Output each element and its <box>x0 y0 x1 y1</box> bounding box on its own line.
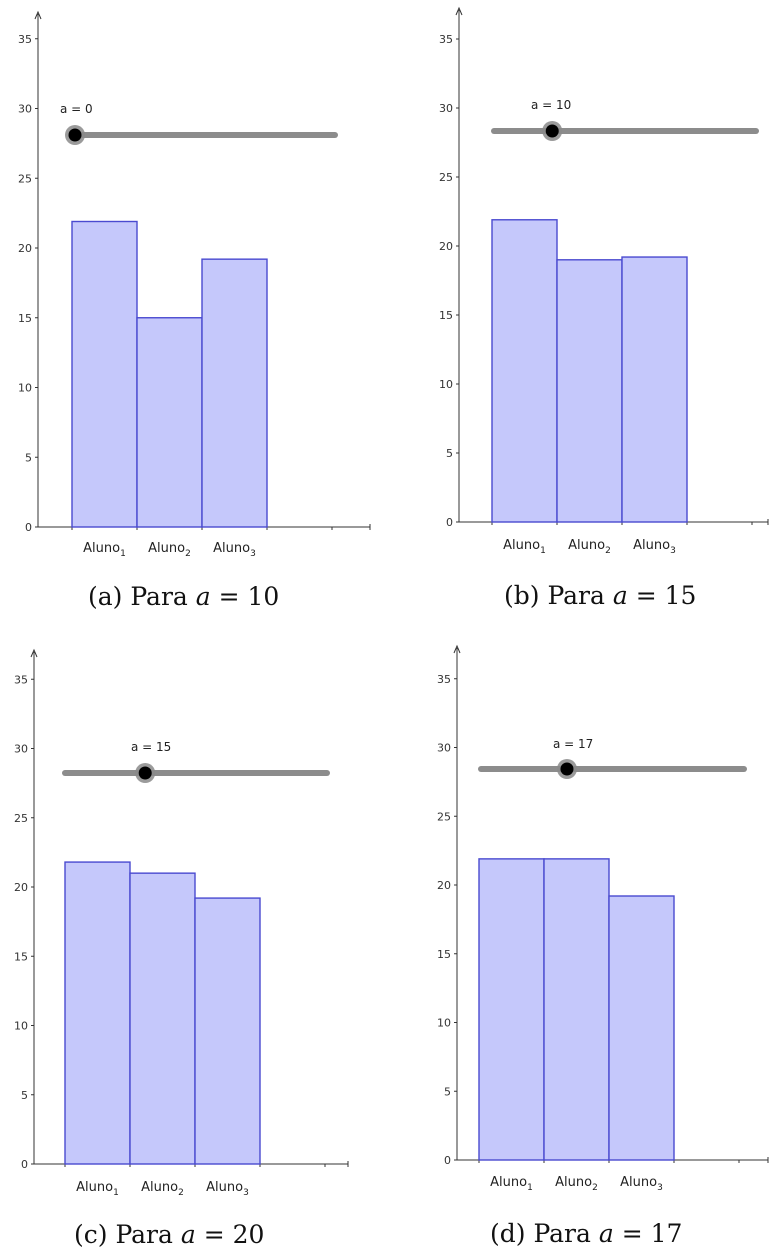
bar <box>136 317 203 528</box>
x-category-label: Aluno2 <box>141 1180 184 1198</box>
y-tick-label: 0 <box>446 516 453 529</box>
x-category-label: Aluno3 <box>620 1175 663 1193</box>
bar <box>608 895 675 1161</box>
slider-label: a = 10 <box>531 98 571 112</box>
bar <box>543 858 610 1161</box>
slider-knob <box>138 766 152 780</box>
slider-label: a = 0 <box>60 102 93 116</box>
y-tick-label: 20 <box>14 881 28 894</box>
chart-panel-2: 0 5 10 15 20 25 30 35 Aluno1 Aluno2 Aluno3 a = 15 (c… <box>14 648 349 1249</box>
figure-caption: (c) Para a = 20 <box>74 1220 264 1249</box>
bar <box>194 897 261 1165</box>
x-category-label: Aluno1 <box>503 538 546 556</box>
x-category-label: Aluno2 <box>555 1175 598 1193</box>
chart-panel-1: 0 5 10 15 20 25 30 35 Aluno1 Aluno2 Aluno3 a = 10 (b… <box>439 6 769 610</box>
x-category-label: Aluno3 <box>633 538 676 556</box>
y-tick-label: 0 <box>444 1154 451 1167</box>
y-tick-label: 35 <box>18 33 32 46</box>
x-category-label: Aluno1 <box>76 1180 119 1198</box>
figure-caption: (a) Para a = 10 <box>88 582 279 611</box>
y-tick-label: 20 <box>437 879 451 892</box>
y-tick-label: 15 <box>439 309 453 322</box>
y-tick-label: 15 <box>437 948 451 961</box>
y-tick-label: 10 <box>18 382 32 395</box>
y-tick-label: 35 <box>437 673 451 686</box>
y-tick-label: 30 <box>439 102 453 115</box>
bar <box>478 858 545 1161</box>
y-tick-label: 25 <box>18 172 32 185</box>
slider-label: a = 15 <box>131 740 171 754</box>
x-category-label: Aluno3 <box>206 1180 249 1198</box>
y-axis-arrow <box>455 6 463 16</box>
y-tick-label: 10 <box>437 1017 451 1030</box>
y-tick-label: 30 <box>437 742 451 755</box>
y-tick-label: 15 <box>14 950 28 963</box>
y-tick-label: 35 <box>14 673 28 686</box>
y-tick-label: 30 <box>18 103 32 116</box>
y-tick-label: 10 <box>439 378 453 391</box>
y-tick-label: 5 <box>25 451 32 464</box>
y-tick-label: 30 <box>14 743 28 756</box>
chart-panel-0: 0 5 10 15 20 25 30 35 Aluno1 Aluno2 Aluno3 a = 0 (a)… <box>18 10 371 611</box>
y-tick-label: 25 <box>439 171 453 184</box>
bar <box>556 259 623 523</box>
y-tick-label: 25 <box>14 812 28 825</box>
bar <box>491 219 558 523</box>
y-tick-label: 5 <box>444 1085 451 1098</box>
y-tick-label: 25 <box>437 810 451 823</box>
x-category-label: Aluno2 <box>148 541 191 559</box>
bar <box>129 872 196 1165</box>
x-category-label: Aluno1 <box>83 541 126 559</box>
y-axis-arrow <box>30 648 38 658</box>
bar <box>621 256 688 523</box>
x-category-label: Aluno2 <box>568 538 611 556</box>
y-tick-label: 20 <box>439 240 453 253</box>
y-axis-arrow <box>453 644 461 654</box>
slider-label: a = 17 <box>553 737 593 751</box>
bar <box>71 220 138 528</box>
figure-caption: (b) Para a = 15 <box>504 581 696 610</box>
slider-knob <box>560 762 574 776</box>
x-category-label: Aluno1 <box>490 1175 533 1193</box>
y-tick-label: 0 <box>25 521 32 534</box>
slider-knob <box>68 128 82 142</box>
bar <box>201 258 268 528</box>
y-tick-label: 10 <box>14 1020 28 1033</box>
y-tick-label: 0 <box>21 1158 28 1171</box>
y-tick-label: 15 <box>18 312 32 325</box>
slider-knob <box>545 124 559 138</box>
y-tick-label: 35 <box>439 33 453 46</box>
y-tick-label: 20 <box>18 242 32 255</box>
figure-caption: (d) Para a = 17 <box>490 1219 682 1248</box>
chart-panel-3: 0 5 10 15 20 25 30 35 Aluno1 Aluno2 Aluno3 a = 17 (d… <box>437 644 769 1248</box>
y-axis-arrow <box>34 10 42 20</box>
bar <box>64 861 131 1165</box>
x-category-label: Aluno3 <box>213 541 256 559</box>
y-tick-label: 5 <box>446 447 453 460</box>
y-tick-label: 5 <box>21 1089 28 1102</box>
